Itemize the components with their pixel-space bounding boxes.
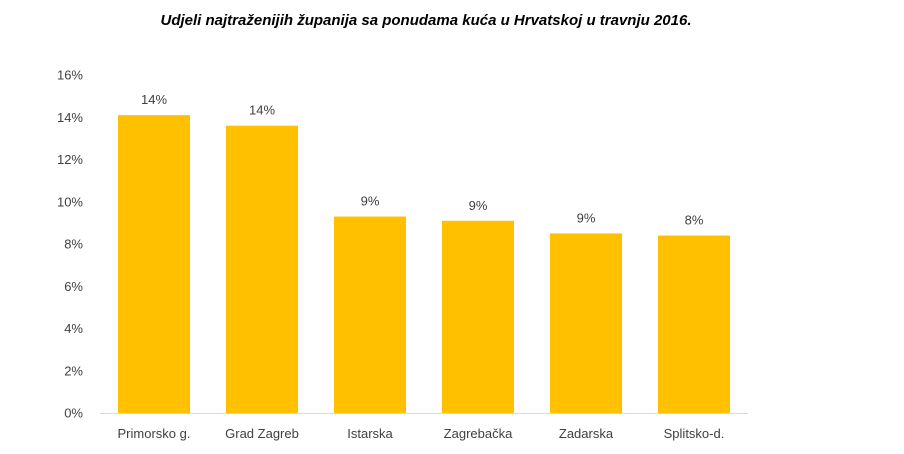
bar [118, 115, 190, 413]
x-tick-label: Zadarska [559, 426, 614, 441]
data-label: 14% [141, 92, 167, 107]
x-axis-labels: Primorsko g. Grad Zagreb Istarska Zagrebačk… [118, 426, 725, 441]
x-tick-label: Primorsko g. [118, 426, 191, 441]
data-labels: 14% 14% 9% 9% 9% 8% [141, 92, 704, 227]
y-tick-label: 0% [64, 406, 83, 421]
bars [118, 115, 730, 413]
y-axis-labels: 0% 2% 4% 6% 8% 10% 12% 14% 16% [57, 68, 83, 421]
x-tick-label: Grad Zagreb [225, 426, 299, 441]
data-label: 8% [685, 213, 704, 228]
y-tick-label: 6% [64, 279, 83, 294]
bar [658, 235, 730, 413]
bar [442, 220, 514, 413]
bar [226, 125, 298, 413]
y-tick-label: 8% [64, 237, 83, 252]
bar [550, 233, 622, 413]
y-tick-label: 2% [64, 363, 83, 378]
y-tick-label: 4% [64, 321, 83, 336]
y-tick-label: 14% [57, 110, 83, 125]
bar [334, 216, 406, 413]
y-tick-label: 16% [57, 68, 83, 83]
y-tick-label: 12% [57, 152, 83, 167]
x-tick-label: Zagrebačka [444, 426, 513, 441]
x-tick-label: Istarska [347, 426, 393, 441]
data-label: 9% [577, 210, 596, 225]
data-label: 14% [249, 103, 275, 118]
y-tick-label: 10% [57, 194, 83, 209]
data-label: 9% [469, 198, 488, 213]
data-label: 9% [361, 194, 380, 209]
x-tick-label: Splitsko-d. [664, 426, 725, 441]
chart-title: Udjeli najtraženijih županija sa ponudam… [160, 12, 692, 29]
